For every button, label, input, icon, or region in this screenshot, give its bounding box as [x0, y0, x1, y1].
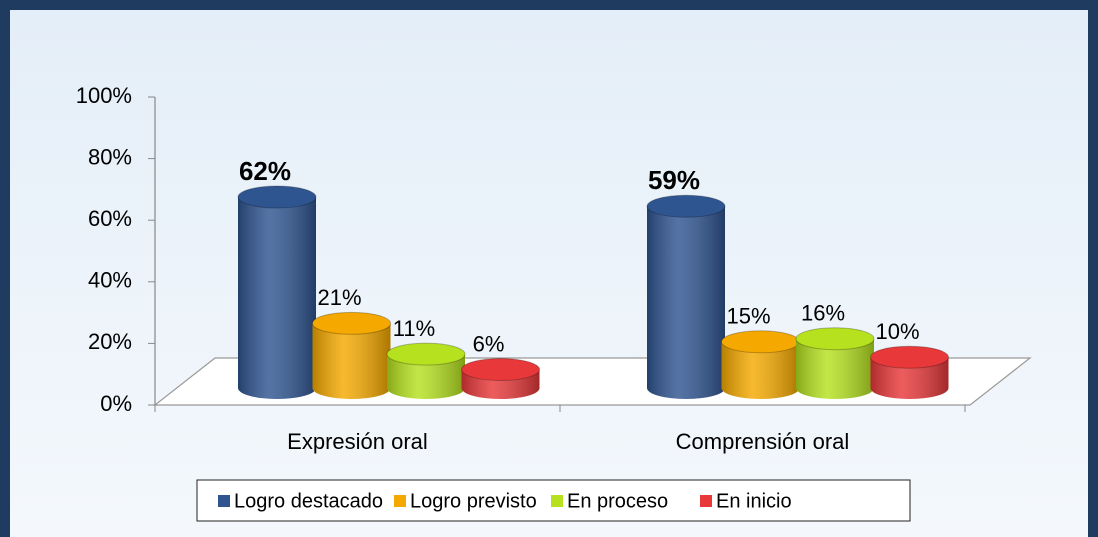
- legend-label: Logro previsto: [410, 490, 537, 512]
- bar: [646, 194, 726, 399]
- bar-shade: [721, 341, 800, 399]
- bar-shade: [312, 323, 391, 399]
- legend-swatch: [218, 495, 230, 507]
- legend-label: En inicio: [716, 490, 792, 512]
- bar-shade: [870, 357, 949, 399]
- bar-top: [646, 194, 726, 218]
- value-label: 11%: [393, 316, 435, 341]
- x-tick-label: Expresión oral: [287, 429, 428, 454]
- value-label: 10%: [875, 319, 919, 344]
- bar: [795, 327, 875, 399]
- legend-swatch: [551, 495, 563, 507]
- y-tick-label: 100%: [76, 83, 132, 108]
- bar-top: [386, 342, 466, 366]
- value-label: 62%: [239, 156, 291, 186]
- y-tick-label: 80%: [88, 144, 132, 169]
- legend-swatch: [700, 495, 712, 507]
- legend-swatch: [394, 495, 406, 507]
- x-tick-label: Comprensión oral: [676, 429, 850, 454]
- bar-top: [461, 358, 540, 382]
- bar: [237, 185, 317, 399]
- bar-top: [795, 327, 875, 351]
- y-tick-label: 20%: [88, 329, 132, 354]
- bar-shade: [796, 338, 874, 399]
- bar-shade: [647, 206, 725, 399]
- y-tick-label: 40%: [88, 268, 132, 293]
- bar-top: [870, 345, 949, 369]
- bar: [721, 330, 800, 399]
- bar-shade: [238, 197, 316, 399]
- value-label: 6%: [473, 331, 505, 356]
- y-tick-label: 60%: [88, 206, 132, 231]
- plot-background: [10, 10, 1088, 537]
- bar-top: [312, 311, 391, 335]
- legend-label: En proceso: [567, 490, 668, 512]
- value-label: 15%: [726, 304, 770, 329]
- bar: [312, 311, 391, 399]
- bar-shade: [387, 354, 465, 399]
- bar: [386, 342, 466, 399]
- legend-label: Logro destacado: [234, 490, 383, 512]
- bar-top: [237, 185, 317, 209]
- bar-top: [721, 330, 800, 354]
- value-label: 59%: [648, 165, 700, 195]
- y-tick-label: 0%: [100, 391, 132, 416]
- value-label: 21%: [317, 285, 361, 310]
- bar: [461, 358, 540, 399]
- bar: [870, 345, 949, 399]
- value-label: 16%: [801, 301, 845, 326]
